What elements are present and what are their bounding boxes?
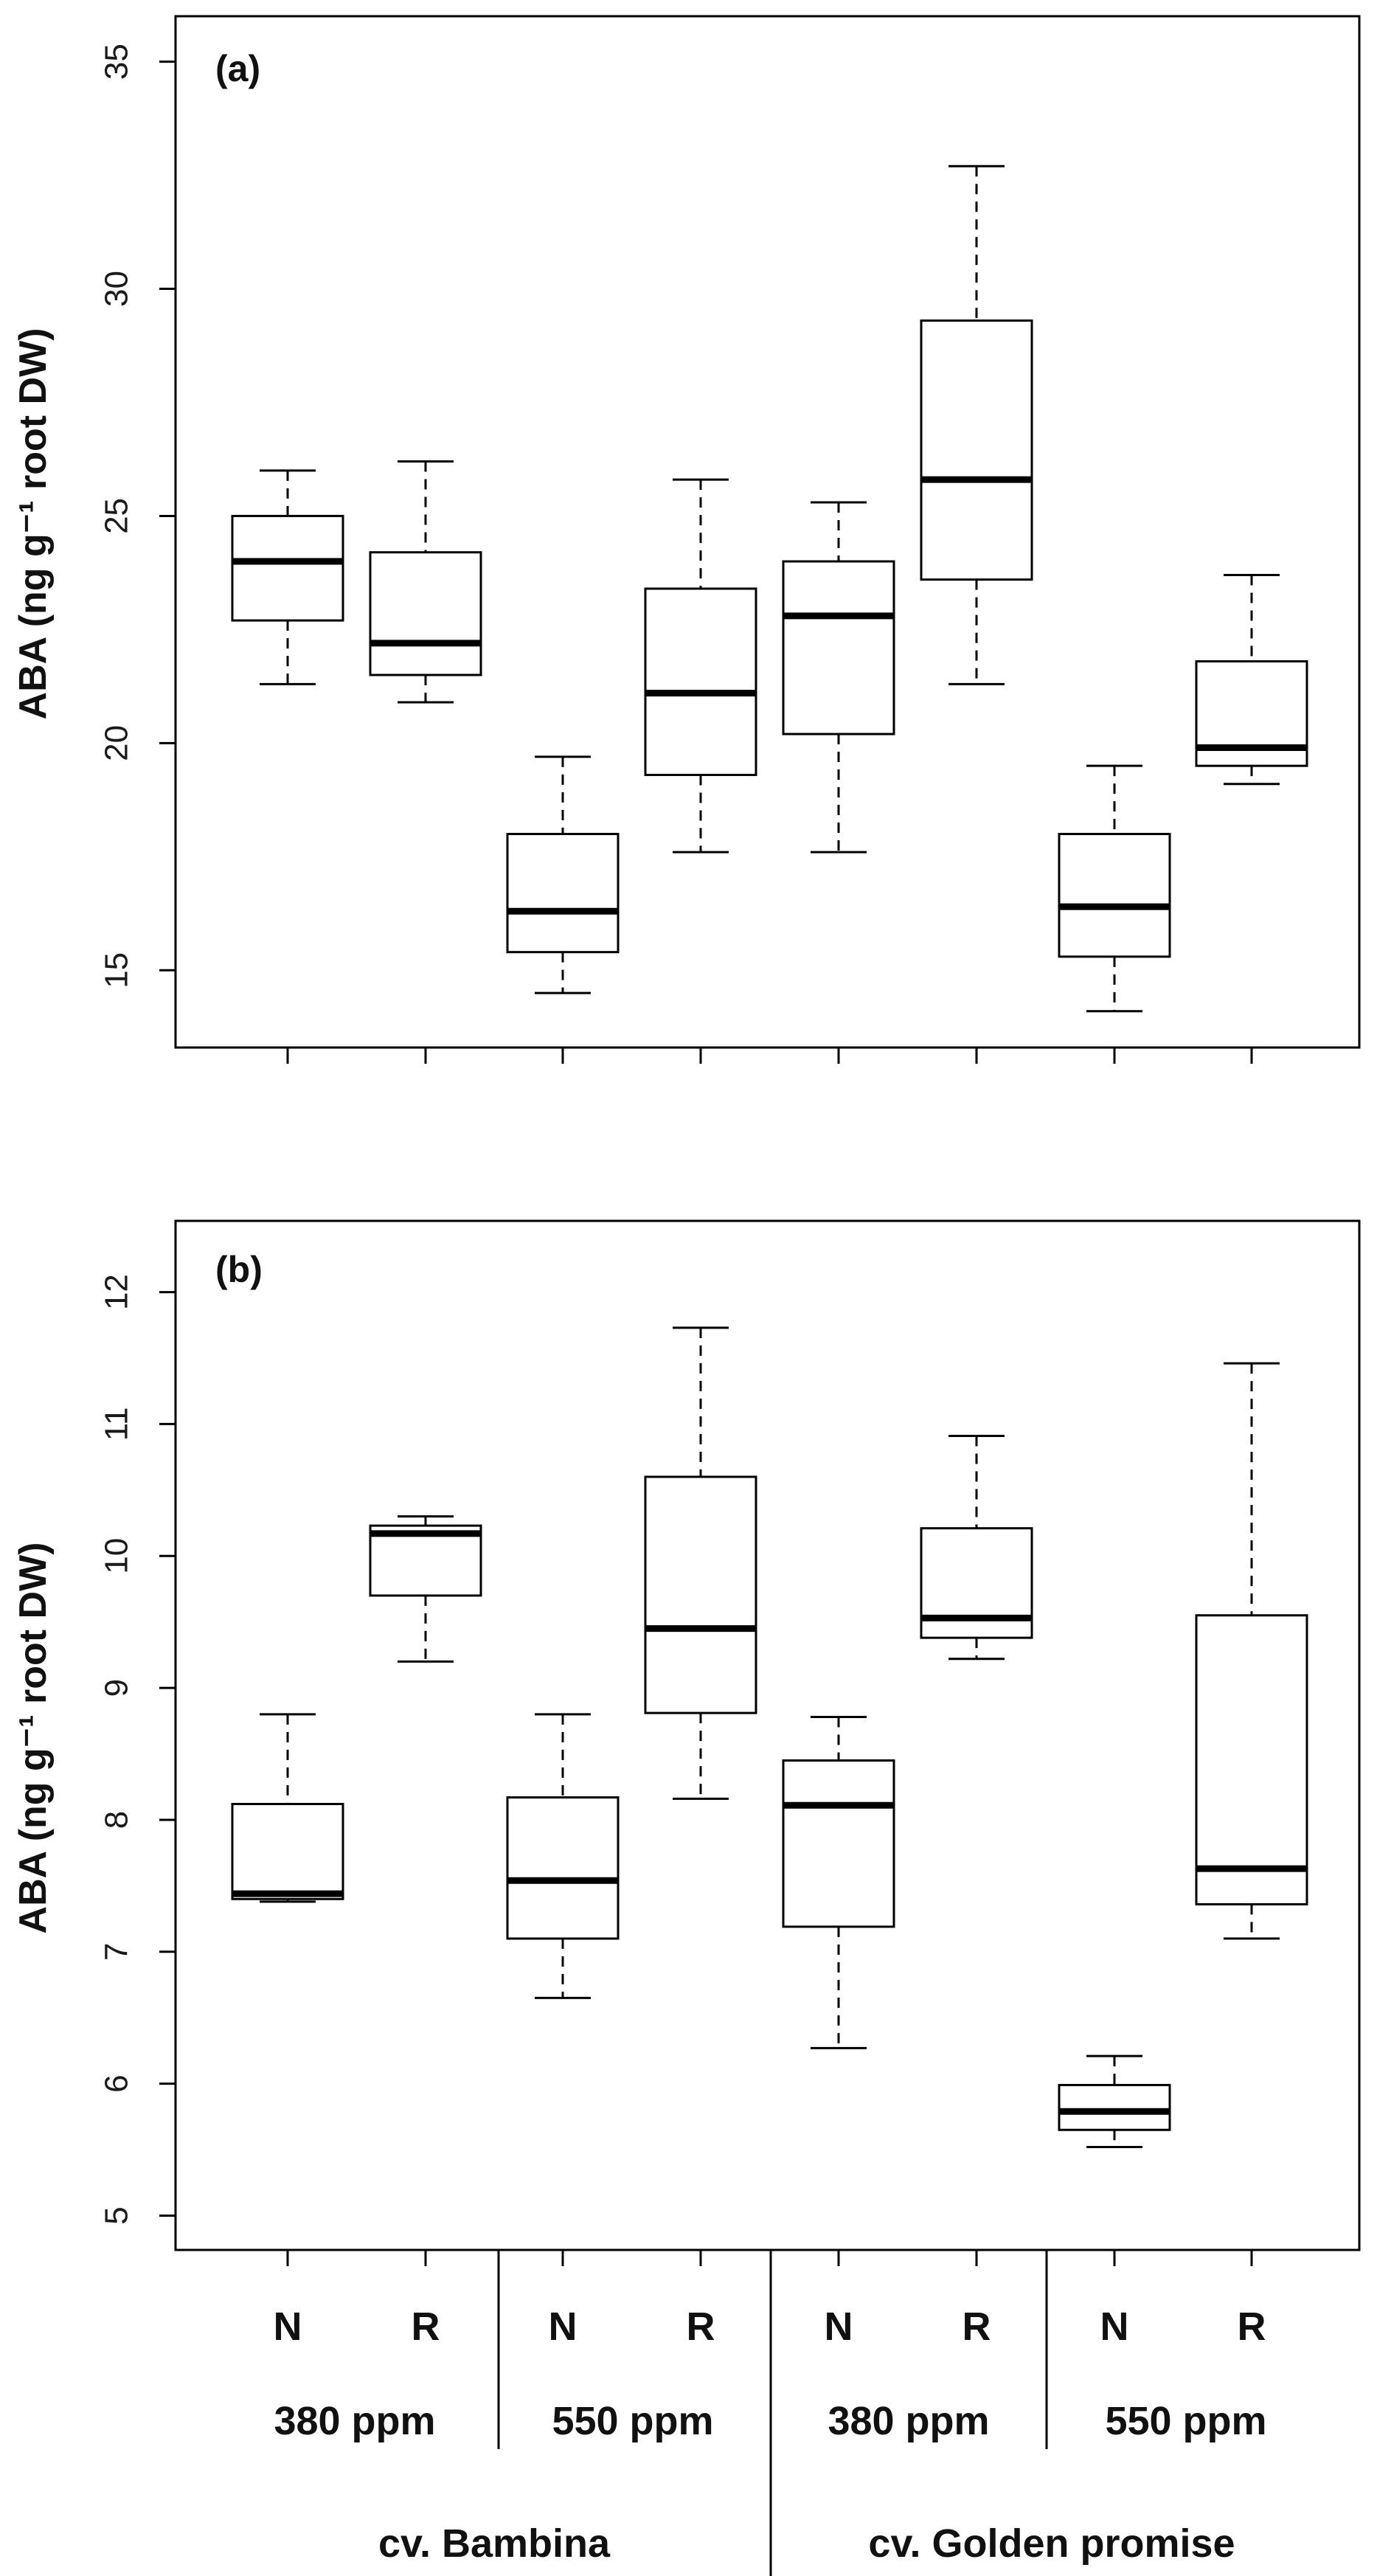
co2-group-label: 550 ppm	[552, 2399, 713, 2443]
iqr-box	[920, 1527, 1033, 1639]
panel-label-a: (a)	[215, 48, 260, 89]
x-category-label: N	[1100, 2305, 1129, 2349]
y-tick-label-b: 12	[99, 1274, 135, 1310]
iqr-box	[506, 1796, 620, 1940]
y-tick-label-a: 15	[99, 952, 135, 988]
iqr-box	[369, 1524, 482, 1597]
co2-group-label: 380 ppm	[828, 2399, 989, 2443]
iqr-box	[1195, 1614, 1308, 1905]
y-axis-title-a: ABA (ng g⁻¹ root DW)	[12, 328, 55, 720]
box-b-3	[506, 1713, 620, 1999]
x-category-label: N	[274, 2305, 302, 2349]
iqr-box	[644, 587, 757, 776]
box-a-1	[231, 469, 344, 685]
box-b-1	[231, 1713, 344, 1903]
box-b-4	[644, 1326, 757, 1800]
iqr-box	[1058, 2083, 1171, 2131]
y-tick-label-b: 9	[99, 1679, 135, 1697]
iqr-box	[644, 1475, 757, 1714]
box-a-6	[920, 165, 1033, 685]
box-a-4	[644, 478, 757, 854]
y-axis-a: 15 20 25 30 35	[99, 44, 176, 988]
cultivar-label: cv. Bambina	[378, 2521, 611, 2566]
x-category-label: R	[687, 2305, 715, 2349]
box-a-7	[1058, 764, 1171, 1013]
x-category-label: R	[412, 2305, 440, 2349]
box-a-5	[782, 501, 895, 854]
cultivar-label: cv. Golden promise	[868, 2521, 1235, 2566]
panel-b: (b) 5 6 7 8 9 10 11 12 ABA (ng g⁻¹ root DW)	[12, 1219, 1361, 2266]
y-axis-title-b: ABA (ng g⁻¹ root DW)	[12, 1543, 55, 1934]
iqr-box	[231, 1803, 344, 1900]
y-tick-label-a: 30	[99, 271, 135, 307]
co2-group-label: 550 ppm	[1105, 2399, 1266, 2443]
y-tick-label-b: 8	[99, 1811, 135, 1829]
iqr-box	[1058, 833, 1171, 958]
y-tick-label-b: 6	[99, 2074, 135, 2092]
y-tick-label-b: 10	[99, 1538, 135, 1574]
iqr-box	[920, 319, 1033, 581]
iqr-box	[369, 551, 482, 676]
x-category-label: R	[1238, 2305, 1266, 2349]
iqr-box	[782, 560, 895, 735]
boxes-b	[231, 1326, 1308, 2148]
box-b-2	[369, 1515, 482, 1663]
box-b-8	[1195, 1362, 1308, 1940]
box-b-7	[1058, 2054, 1171, 2148]
plot-frame-b	[174, 1219, 1361, 2251]
y-tick-label-a: 35	[99, 44, 135, 80]
x-category-label: R	[962, 2305, 991, 2349]
iqr-box	[506, 833, 620, 954]
box-a-8	[1195, 574, 1308, 786]
y-tick-label-a: 20	[99, 725, 135, 761]
panel-label-b: (b)	[215, 1249, 263, 1290]
cultivar-labels: cv. Bambina cv. Golden promise	[378, 2521, 1235, 2566]
y-tick-label-b: 5	[99, 2206, 135, 2224]
x-ticks-b	[286, 2250, 1253, 2266]
panel-a: (a) 15 20 25 30 35 ABA (ng g⁻¹ root DW)	[12, 15, 1361, 1064]
boxes-a	[231, 165, 1308, 1013]
y-tick-label-b: 11	[99, 1408, 135, 1441]
x-category-label: N	[825, 2305, 853, 2349]
y-tick-label-a: 25	[99, 498, 135, 534]
y-tick-label-b: 7	[99, 1943, 135, 1961]
box-a-3	[506, 755, 620, 994]
box-a-2	[369, 460, 482, 704]
x-category-label: N	[549, 2305, 577, 2349]
iqr-box	[231, 514, 344, 622]
co2-group-label: 380 ppm	[274, 2399, 435, 2443]
box-b-5	[782, 1715, 895, 2049]
x-ticks-a	[286, 1048, 1253, 1064]
iqr-box	[782, 1759, 895, 1928]
plot-frame-a	[174, 15, 1361, 1049]
y-axis-b: 5 6 7 8 9 10 11 12	[99, 1274, 176, 2225]
co2-group-labels: 380 ppm 550 ppm 380 ppm 550 ppm	[274, 2399, 1266, 2443]
box-b-6	[920, 1435, 1033, 1661]
